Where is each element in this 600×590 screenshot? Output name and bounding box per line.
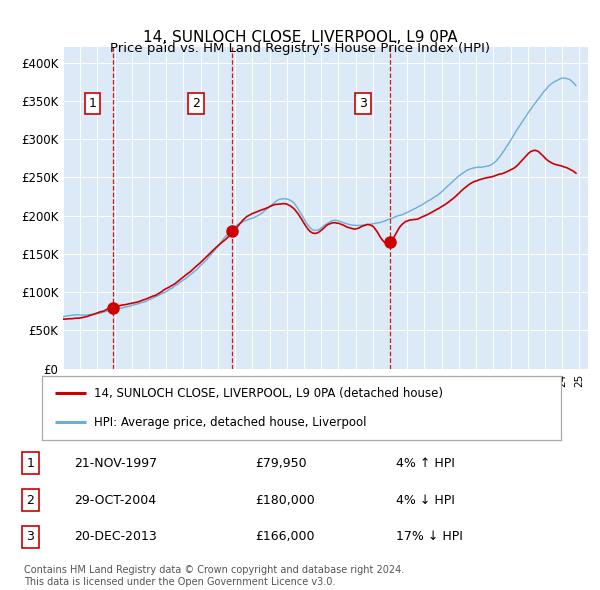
Text: 1: 1 (89, 97, 97, 110)
Text: £180,000: £180,000 (255, 493, 314, 507)
Text: 14, SUNLOCH CLOSE, LIVERPOOL, L9 0PA: 14, SUNLOCH CLOSE, LIVERPOOL, L9 0PA (143, 30, 457, 44)
Text: 3: 3 (26, 530, 34, 543)
Text: 17% ↓ HPI: 17% ↓ HPI (396, 530, 463, 543)
Text: Price paid vs. HM Land Registry's House Price Index (HPI): Price paid vs. HM Land Registry's House … (110, 42, 490, 55)
Text: 2: 2 (26, 493, 34, 507)
Text: Contains HM Land Registry data © Crown copyright and database right 2024.
This d: Contains HM Land Registry data © Crown c… (24, 565, 404, 587)
Text: 1: 1 (26, 457, 34, 470)
Text: 20-DEC-2013: 20-DEC-2013 (74, 530, 157, 543)
Text: 4% ↑ HPI: 4% ↑ HPI (396, 457, 455, 470)
Text: 14, SUNLOCH CLOSE, LIVERPOOL, L9 0PA (detached house): 14, SUNLOCH CLOSE, LIVERPOOL, L9 0PA (de… (94, 386, 443, 399)
Text: £166,000: £166,000 (255, 530, 314, 543)
Text: 3: 3 (359, 97, 367, 110)
Text: 4% ↓ HPI: 4% ↓ HPI (396, 493, 455, 507)
Text: £79,950: £79,950 (255, 457, 307, 470)
Text: 29-OCT-2004: 29-OCT-2004 (74, 493, 157, 507)
Text: 21-NOV-1997: 21-NOV-1997 (74, 457, 158, 470)
Text: HPI: Average price, detached house, Liverpool: HPI: Average price, detached house, Live… (94, 416, 367, 429)
Text: 2: 2 (192, 97, 200, 110)
